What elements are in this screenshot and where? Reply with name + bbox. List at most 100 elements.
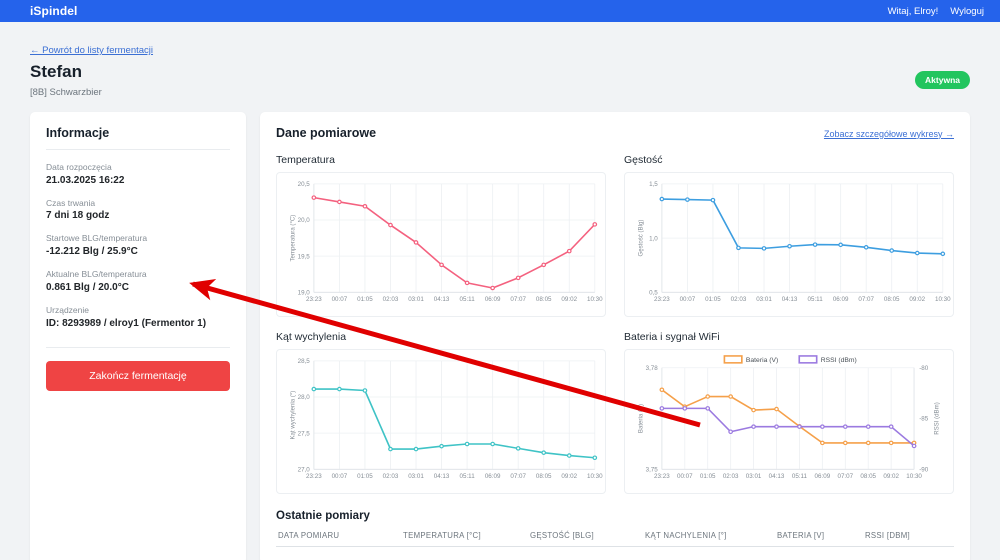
svg-text:02:03: 02:03 <box>383 473 399 480</box>
svg-text:10:30: 10:30 <box>587 296 603 303</box>
info-value: 21.03.2025 16:22 <box>46 174 125 186</box>
svg-text:RSSI (dBm): RSSI (dBm) <box>821 357 857 364</box>
column-header-tilt[interactable]: KĄT NACHYLENIA [°] <box>645 530 727 540</box>
chart-title: Bateria i sygnał WiFi <box>624 330 720 343</box>
svg-text:09:02: 09:02 <box>909 296 925 303</box>
svg-text:Bateria (V): Bateria (V) <box>746 357 778 364</box>
charts-grid: Temperatura 19,0 19,5 20,0 20,5 23:23 00:07 01… <box>276 154 954 494</box>
svg-text:05:11: 05:11 <box>808 296 824 303</box>
svg-text:23:23: 23:23 <box>654 296 670 303</box>
title-group: Stefan [8B] Schwarzbier <box>30 62 102 97</box>
chart-battery-wifi: Bateria i sygnał WiFi 3,75 3,78 23:23 00:07… <box>624 331 954 494</box>
svg-text:-80: -80 <box>919 365 929 372</box>
svg-text:-85: -85 <box>919 415 929 422</box>
svg-text:23:23: 23:23 <box>306 296 322 303</box>
svg-text:28,5: 28,5 <box>298 358 311 365</box>
info-value: 0.861 Blg / 20.0°C <box>46 282 129 294</box>
svg-text:3,75: 3,75 <box>646 466 659 473</box>
svg-text:06:09: 06:09 <box>485 296 501 303</box>
end-fermentation-button[interactable]: Zakończ fermentację <box>46 361 230 392</box>
info-sidebar-card: Informacje Data rozpoczęcia 21.03.2025 1… <box>30 111 246 560</box>
detailed-charts-link[interactable]: Zobacz szczegółowe wykresy → <box>823 128 954 139</box>
column-header-density[interactable]: GĘSTOŚĆ [BLG] <box>530 530 594 540</box>
info-label: Startowe BLG/temperatura <box>46 233 148 244</box>
svg-text:05:11: 05:11 <box>460 473 476 480</box>
svg-text:00:07: 00:07 <box>677 473 693 480</box>
svg-text:27,5: 27,5 <box>298 430 311 437</box>
info-label: Czas trwania <box>46 197 96 208</box>
svg-text:04:13: 04:13 <box>434 473 450 480</box>
svg-text:28,0: 28,0 <box>298 394 311 401</box>
svg-text:Gęstość (Blg): Gęstość (Blg) <box>637 219 644 256</box>
svg-text:07:07: 07:07 <box>858 296 874 303</box>
column-header-date[interactable]: DATA POMIARU <box>278 530 340 540</box>
chart-svg-density: 0,51,01,523:23 00:07 01:05 02:03 03:01 04:13 0… <box>637 181 951 303</box>
chart-title: Temperatura <box>276 153 335 166</box>
info-item-current-blg: Aktualne BLG/temperatura 0.861 Blg / 20.… <box>46 269 230 293</box>
svg-text:06:09: 06:09 <box>833 296 849 303</box>
svg-text:00:07: 00:07 <box>332 296 348 303</box>
back-to-list-link[interactable]: ← Powrót do listy fermentacji <box>30 45 154 56</box>
logout-link[interactable]: Wyloguj <box>950 5 984 17</box>
svg-text:00:07: 00:07 <box>680 296 696 303</box>
svg-text:03:01: 03:01 <box>408 473 424 480</box>
info-item-duration: Czas trwania 7 dni 18 godz <box>46 198 230 222</box>
svg-text:20,5: 20,5 <box>298 181 311 188</box>
chart-density: Gęstość 0,5 1,0 1,5 23:23 00:07 01:05 02:03 03:… <box>624 154 954 317</box>
sidebar-heading: Informacje <box>46 126 230 150</box>
svg-text:04:13: 04:13 <box>434 296 450 303</box>
svg-text:09:02: 09:02 <box>883 473 899 480</box>
svg-text:1,5: 1,5 <box>649 181 658 188</box>
svg-text:19,5: 19,5 <box>298 253 311 260</box>
svg-text:RSSI (dBm): RSSI (dBm) <box>934 402 941 435</box>
svg-text:08:05: 08:05 <box>884 296 900 303</box>
info-label: Data rozpoczęcia <box>46 161 112 172</box>
svg-text:10:30: 10:30 <box>906 473 922 480</box>
svg-text:03:01: 03:01 <box>746 473 762 480</box>
chart-title: Kąt wychylenia <box>276 330 347 343</box>
svg-text:08:05: 08:05 <box>536 473 552 480</box>
svg-text:04:13: 04:13 <box>769 473 785 480</box>
svg-text:05:11: 05:11 <box>792 473 808 480</box>
page-title: Stefan <box>30 62 82 81</box>
navbar-right-group: Witaj, Elroy! Wyloguj <box>888 6 984 17</box>
column-header-temperature[interactable]: TEMPERATURA [°C] <box>403 530 481 540</box>
svg-text:02:03: 02:03 <box>731 296 747 303</box>
svg-text:27,0: 27,0 <box>298 466 311 473</box>
main-card-header: Dane pomiarowe Zobacz szczegółowe wykres… <box>276 126 954 140</box>
main-layout: Informacje Data rozpoczęcia 21.03.2025 1… <box>0 98 1000 560</box>
chart-plot-area[interactable]: 3,75 3,78 23:23 00:07 01:05 02:03 03:01 04:13 05… <box>624 348 954 494</box>
svg-text:01:05: 01:05 <box>705 296 721 303</box>
column-header-battery[interactable]: BATERIA [V] <box>777 530 825 540</box>
svg-text:23:23: 23:23 <box>654 473 670 480</box>
svg-text:20,0: 20,0 <box>298 217 311 224</box>
svg-text:Kąt wychylenia (°): Kąt wychylenia (°) <box>289 390 296 439</box>
column-header-rssi[interactable]: RSSI [DBM] <box>865 530 911 540</box>
brand-logo[interactable]: iSpindel <box>30 4 78 18</box>
svg-text:07:07: 07:07 <box>837 473 853 480</box>
info-item-start-blg: Startowe BLG/temperatura -12.212 Blg / 2… <box>46 233 230 257</box>
svg-text:01:05: 01:05 <box>357 296 373 303</box>
info-item-start-date: Data rozpoczęcia 21.03.2025 16:22 <box>46 162 230 186</box>
title-row: Stefan [8B] Schwarzbier Aktywna <box>30 62 970 98</box>
svg-text:Temperatura (°C): Temperatura (°C) <box>289 214 296 261</box>
chart-plot-area[interactable]: 27,0 27,5 28,0 28,5 23:23 00:07 01:05 02:03 03:0… <box>276 348 606 494</box>
svg-text:-90: -90 <box>919 466 929 473</box>
main-heading: Dane pomiarowe <box>276 125 377 140</box>
svg-text:09:02: 09:02 <box>561 473 577 480</box>
svg-text:10:30: 10:30 <box>935 296 951 303</box>
measurements-table-header: DATA POMIARU TEMPERATURA [°C] GĘSTOŚĆ [B… <box>276 524 954 547</box>
svg-text:02:03: 02:03 <box>723 473 739 480</box>
svg-text:01:05: 01:05 <box>700 473 716 480</box>
svg-text:3,78: 3,78 <box>646 365 659 372</box>
chart-plot-area[interactable]: 19,0 19,5 20,0 20,5 23:23 00:07 01:05 02:03 03:0… <box>276 171 606 317</box>
chart-temperature: Temperatura 19,0 19,5 20,0 20,5 23:23 00:07 01… <box>276 154 606 317</box>
status-badge: Aktywna <box>915 71 970 89</box>
info-value: ID: 8293989 / elroy1 (Fermentor 1) <box>46 318 207 330</box>
svg-text:Bateria (V): Bateria (V) <box>637 404 644 433</box>
page-header: ← Powrót do listy fermentacji Stefan [8B… <box>0 22 1000 98</box>
measurement-data-card: Dane pomiarowe Zobacz szczegółowe wykres… <box>260 111 970 560</box>
chart-plot-area[interactable]: 0,5 1,0 1,5 23:23 00:07 01:05 02:03 03:01 04:13 0… <box>624 171 954 317</box>
svg-text:03:01: 03:01 <box>408 296 424 303</box>
svg-text:06:09: 06:09 <box>815 473 831 480</box>
